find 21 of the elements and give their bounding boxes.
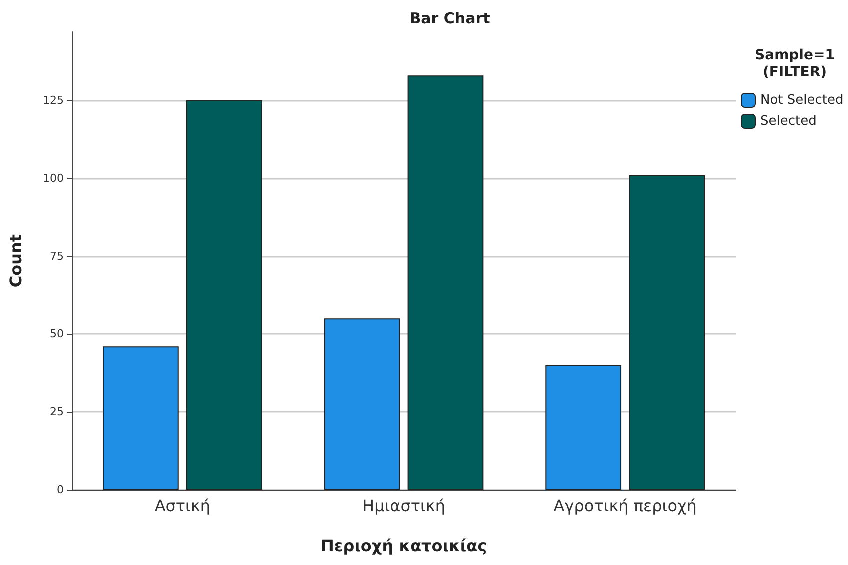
chart-title: Bar Chart (410, 10, 490, 28)
legend-title: Sample=1 (FILTER) (755, 48, 835, 80)
y-axis-title: Count (6, 234, 26, 288)
x-tick-label: Ημιαστική (362, 496, 446, 516)
x-axis-title: Περιοχή κατοικίας (320, 536, 488, 556)
bar (186, 100, 262, 490)
bar (102, 346, 179, 490)
x-tick-label: Αστική (154, 496, 211, 516)
y-tick-label: 75 (50, 250, 64, 263)
legend-label: Selected (760, 114, 817, 129)
y-tick-label: 50 (50, 328, 64, 341)
y-tick-label: 100 (43, 172, 64, 185)
bar (408, 76, 484, 490)
y-tick-label: 125 (43, 94, 64, 108)
y-tick-label: 25 (50, 406, 64, 419)
bar (324, 318, 400, 490)
y-tick-label: 0 (57, 484, 64, 496)
bar (629, 175, 706, 490)
legend-label: Not Selected (760, 93, 844, 108)
x-tick-label: Αγροτική περιοχή (554, 496, 697, 516)
bar (546, 365, 622, 490)
